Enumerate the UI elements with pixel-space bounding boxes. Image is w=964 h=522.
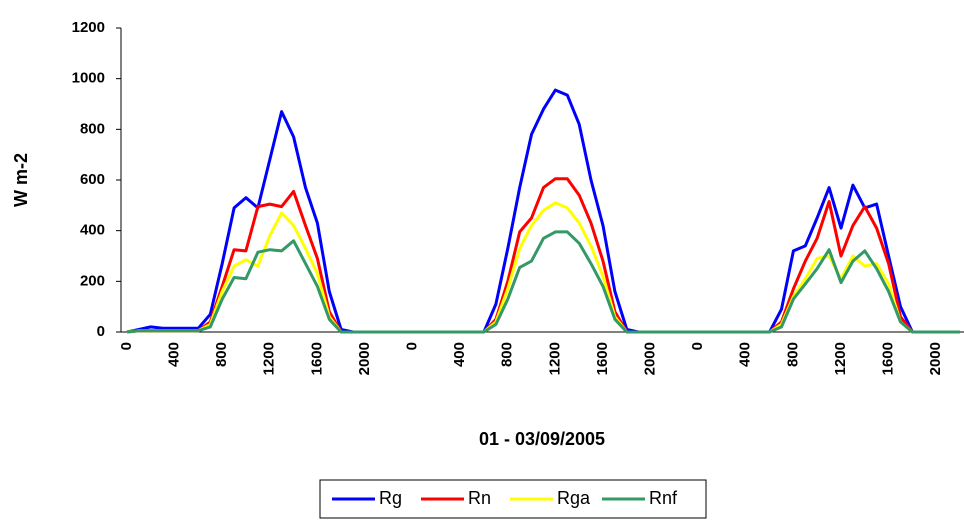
series-line bbox=[126, 88, 960, 334]
series-line bbox=[126, 177, 960, 334]
x-tick-label: 400 bbox=[166, 342, 183, 367]
y-tick-label: 0 bbox=[97, 323, 105, 340]
y-tick-label: 800 bbox=[80, 120, 105, 137]
y-tick-label: 200 bbox=[80, 272, 105, 289]
x-tick-label: 1600 bbox=[594, 342, 611, 375]
x-axis-title: 01 - 03/09/2005 bbox=[479, 429, 605, 449]
x-tick-label: 0 bbox=[689, 342, 706, 350]
x-tick-label: 2000 bbox=[356, 342, 373, 375]
x-tick-label: 800 bbox=[784, 342, 801, 367]
y-tick-label: 600 bbox=[80, 171, 105, 188]
y-tick-label: 400 bbox=[80, 222, 105, 239]
legend-label: Rga bbox=[557, 488, 591, 508]
x-tick-label: 0 bbox=[118, 342, 135, 350]
x-tick-label: 1200 bbox=[261, 342, 278, 375]
x-tick-label: 1600 bbox=[880, 342, 897, 375]
legend-label: Rnf bbox=[649, 488, 678, 508]
x-tick-label: 1200 bbox=[832, 342, 849, 375]
x-tick-label: 1600 bbox=[308, 342, 325, 375]
x-tick-label: 1200 bbox=[546, 342, 563, 375]
x-tick-label: 0 bbox=[404, 342, 421, 350]
x-tick-label: 800 bbox=[499, 342, 516, 367]
x-tick-label: 2000 bbox=[927, 342, 944, 375]
series-line bbox=[126, 201, 960, 334]
y-axis-title: W m-2 bbox=[11, 153, 31, 207]
x-tick-label: 400 bbox=[737, 342, 754, 367]
series-line bbox=[126, 230, 960, 334]
x-tick-label: 800 bbox=[213, 342, 230, 367]
legend-label: Rn bbox=[468, 488, 491, 508]
y-tick-label: 1000 bbox=[72, 70, 105, 87]
y-tick-label: 1200 bbox=[72, 19, 105, 36]
x-tick-label: 2000 bbox=[642, 342, 659, 375]
x-tick-label: 400 bbox=[451, 342, 468, 367]
legend-label: Rg bbox=[379, 488, 402, 508]
